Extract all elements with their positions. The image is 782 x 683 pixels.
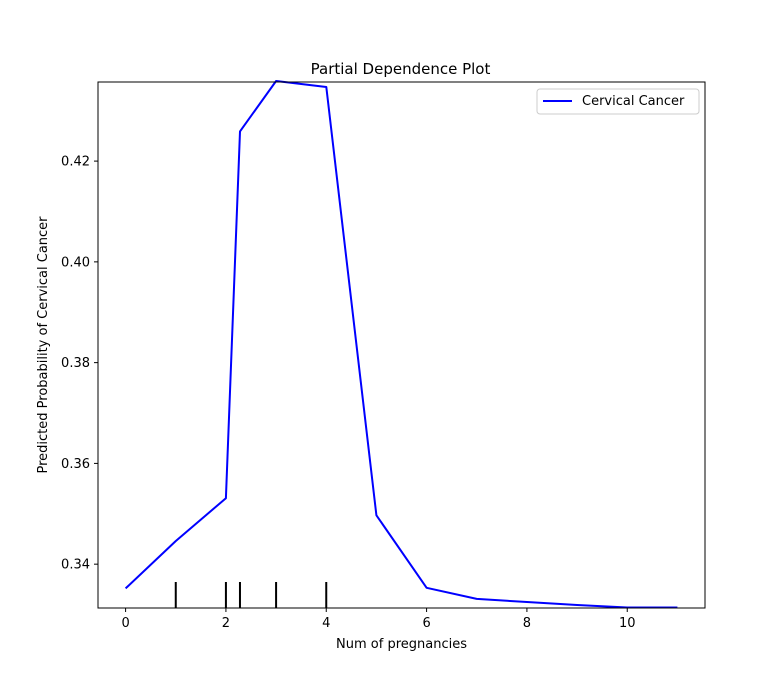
y-tick-label: 0.34: [61, 558, 90, 573]
x-tick-label: 2: [222, 616, 230, 631]
plot-area: [124, 80, 678, 609]
x-tick-label: 0: [121, 616, 129, 631]
x-tick-label: 6: [422, 616, 430, 631]
x-axis-label: Num of pregnancies: [336, 637, 467, 652]
legend-box: [536, 88, 700, 115]
y-tick-label: 0.38: [61, 356, 90, 371]
x-tick-label: 10: [619, 616, 636, 631]
y-tick-label: 0.42: [61, 155, 90, 170]
plot-frame: [97, 81, 706, 609]
x-axis: 0 2 4 6 8 10: [121, 608, 636, 631]
y-axis-label: Predicted Probability of Cervical Cancer: [36, 216, 51, 474]
x-tick-label: 4: [322, 616, 330, 631]
series-line-cervical-cancer: [124, 80, 678, 609]
x-tick-label: 8: [523, 616, 531, 631]
y-tick-label: 0.36: [61, 457, 90, 472]
y-tick-label: 0.40: [61, 255, 90, 270]
y-axis: 0.34 0.36 0.38 0.40 0.42: [61, 155, 98, 573]
legend: Cervical Cancer: [536, 88, 700, 115]
chart-title: Partial Dependence Plot: [311, 60, 491, 78]
legend-label: Cervical Cancer: [582, 94, 685, 109]
